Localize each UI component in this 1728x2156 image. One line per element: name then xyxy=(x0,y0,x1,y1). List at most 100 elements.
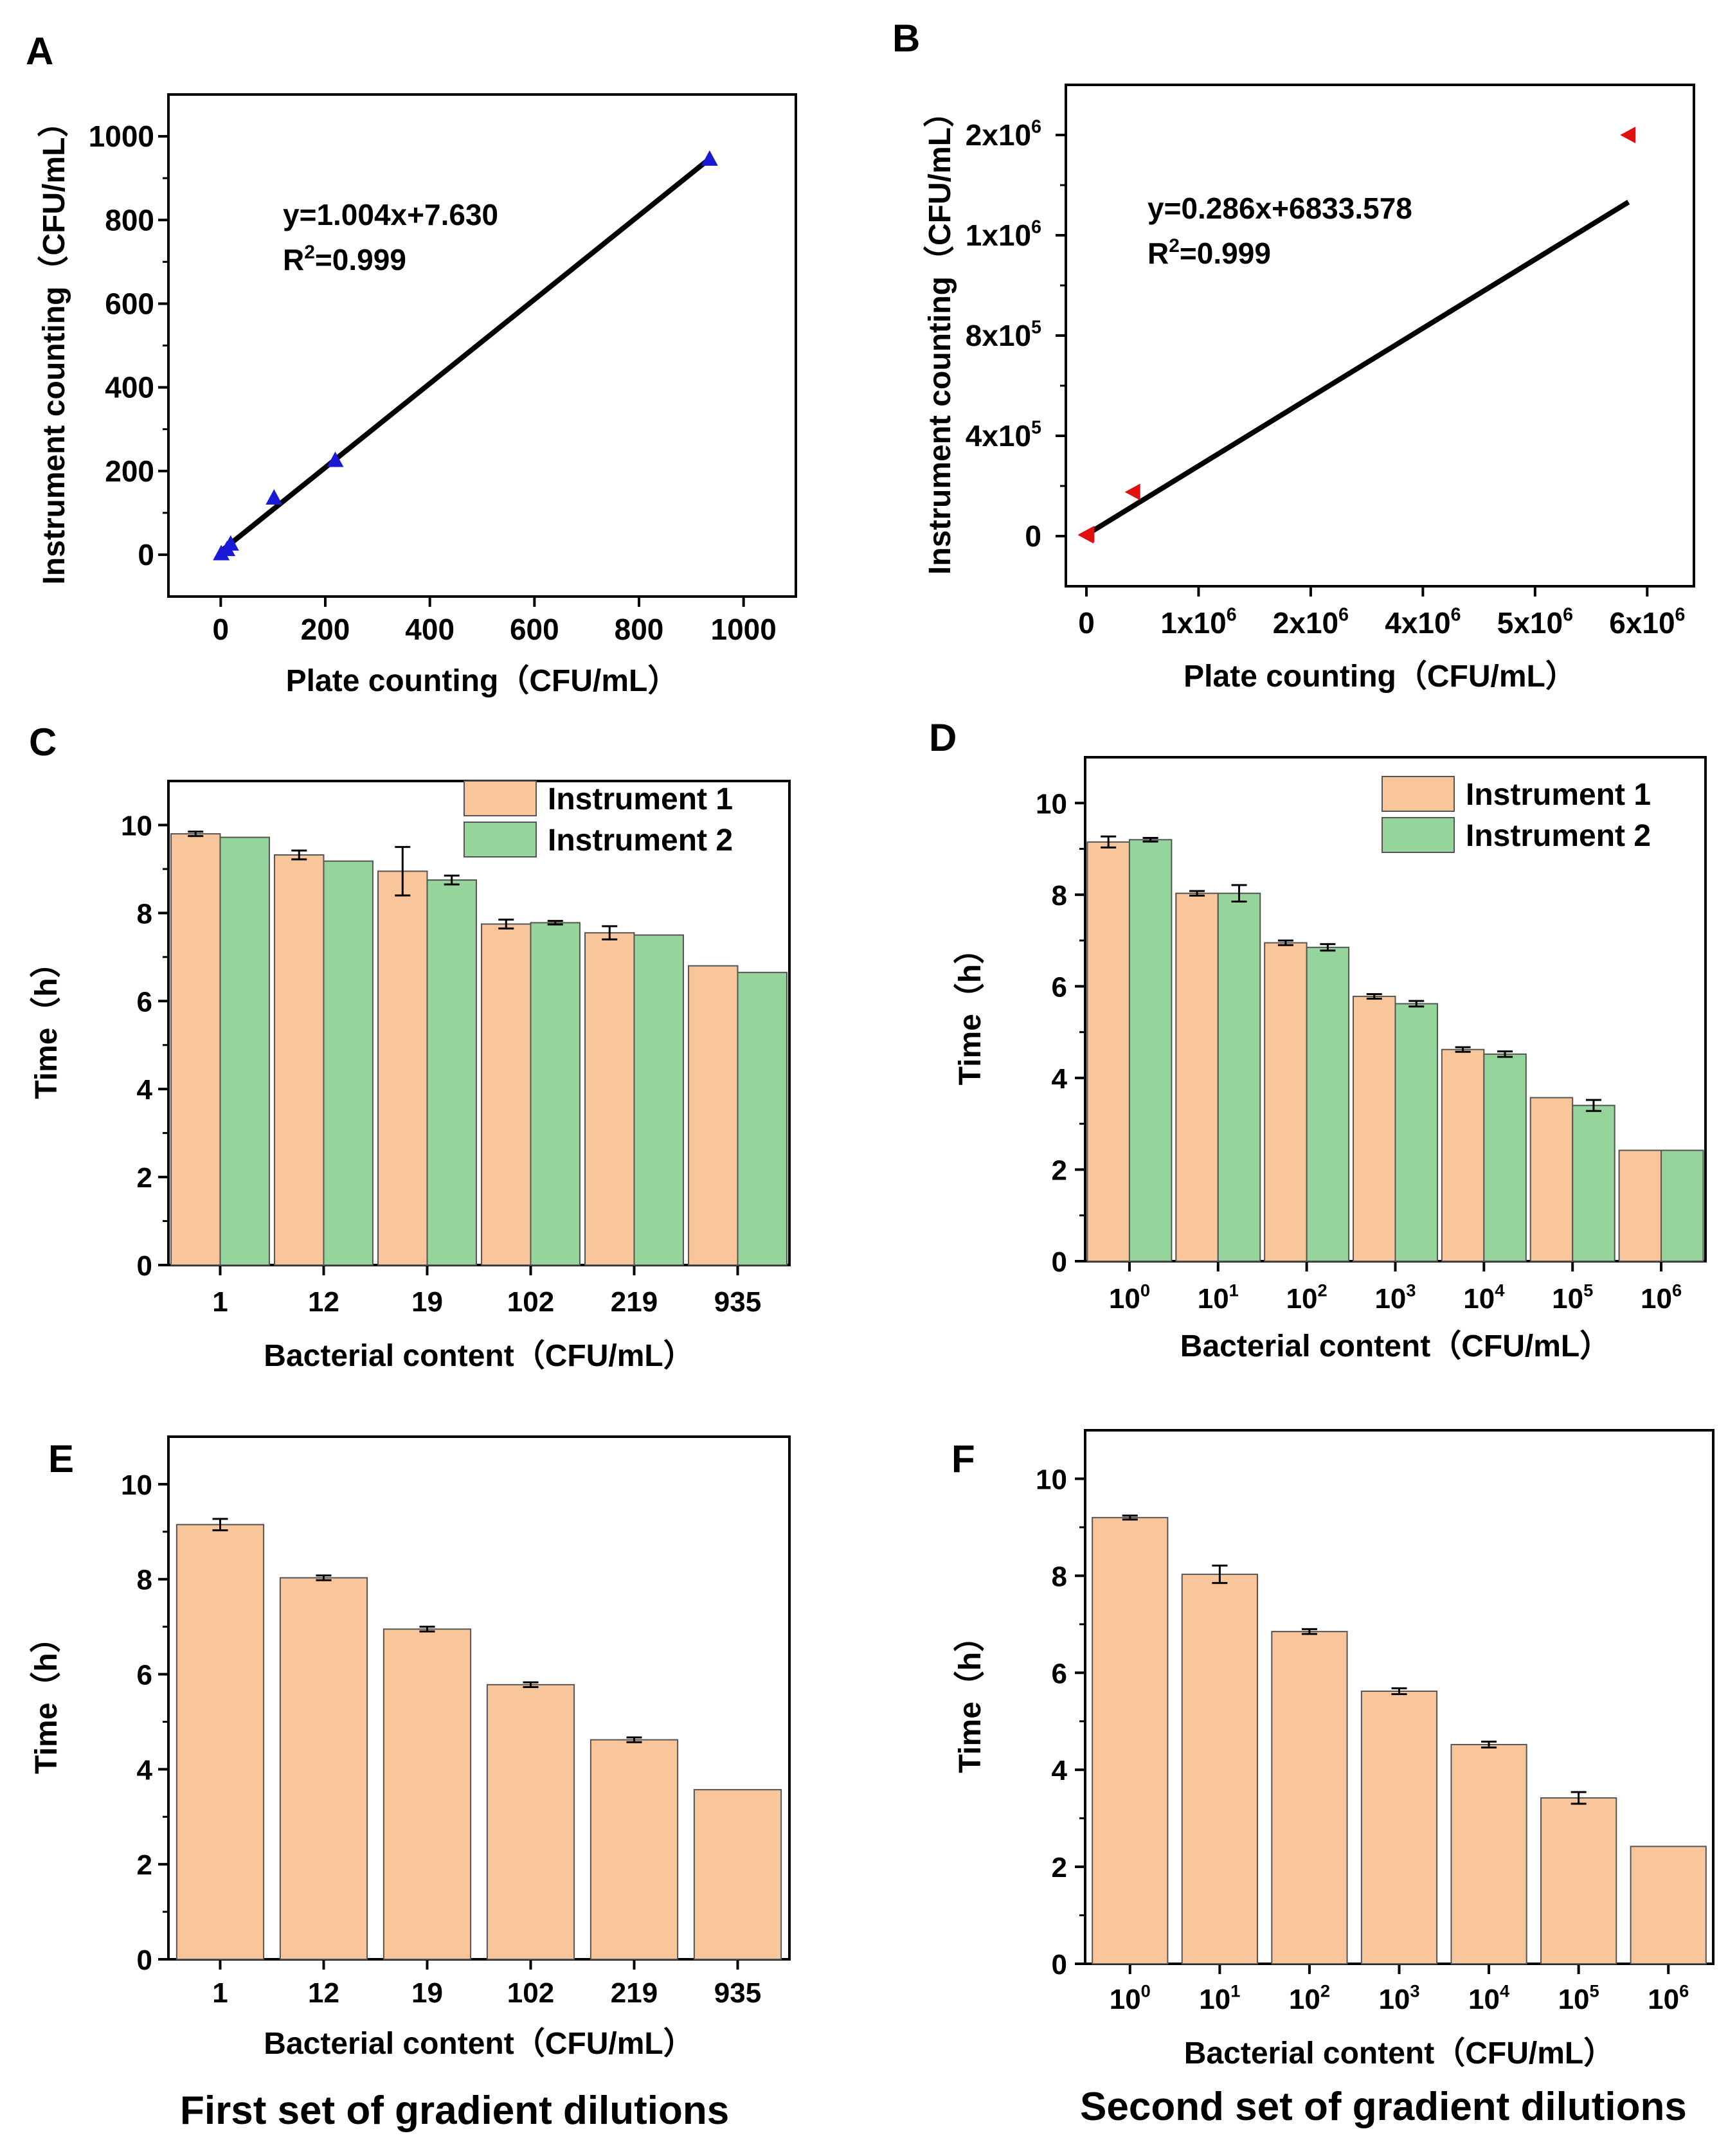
legend-swatch xyxy=(464,780,537,816)
y-tick-label: 600 xyxy=(105,287,154,320)
x-tick-label: 0 xyxy=(213,613,230,646)
x-tick-label: 1000 xyxy=(710,613,776,646)
x-tick-label: 1 xyxy=(212,1977,228,2009)
data-point xyxy=(222,535,239,551)
legend-swatch xyxy=(464,822,537,858)
y-tick-label: 0 xyxy=(1052,1949,1067,1981)
x-axis-label: Plate counting（CFU/mL） xyxy=(286,664,679,698)
x-tick-label: 935 xyxy=(714,1977,761,2009)
y-axis-label: Time（h） xyxy=(30,947,64,1099)
y-tick-label: 8 xyxy=(1052,880,1067,912)
legend-swatch xyxy=(1382,817,1455,853)
y-tick-label: 10 xyxy=(121,810,152,841)
y-tick-label: 4 xyxy=(137,1754,153,1786)
y-tick-label: 0 xyxy=(1025,519,1041,553)
r-squared-text: R2=0.999 xyxy=(283,242,406,276)
r-squared-text: R2=0.999 xyxy=(1148,235,1271,270)
x-tick-label: 104 xyxy=(1468,1981,1510,2015)
bar-instrument-1 xyxy=(1353,996,1396,1262)
equation-text: y=1.004x+7.630 xyxy=(283,198,498,231)
x-tick-label: 6x106 xyxy=(1609,605,1685,640)
x-axis-label: Bacterial content（CFU/mL） xyxy=(264,1339,694,1373)
x-tick-label: 101 xyxy=(1199,1981,1240,2015)
footer-left-caption: First set of gradient dilutions xyxy=(180,2089,730,2133)
panel-label-B: B xyxy=(892,17,920,60)
chart-F: F 0 2 4 6 8 10 100 101 102 103 104 105 106 Bacterial c… xyxy=(951,1429,1715,2071)
x-tick-label: 104 xyxy=(1463,1280,1505,1315)
bar-instrument-1 xyxy=(176,1523,265,1961)
data-point xyxy=(1124,483,1140,501)
x-tick-label: 106 xyxy=(1648,1981,1689,2015)
x-tick-label: 102 xyxy=(1289,1981,1330,2015)
y-tick-label: 200 xyxy=(105,454,154,488)
x-tick-label: 19 xyxy=(411,1286,443,1318)
x-axis-label: Bacterial content（CFU/mL） xyxy=(264,2027,694,2061)
bar-instrument-1 xyxy=(1618,1149,1662,1262)
x-tick-label: 2x106 xyxy=(1273,605,1349,640)
bar-instrument-1 xyxy=(693,1789,782,1960)
legend-swatch xyxy=(1382,776,1455,812)
bar-instrument-1 xyxy=(382,1628,472,1960)
y-tick-label: 1x106 xyxy=(966,217,1041,252)
data-point xyxy=(701,150,718,166)
bar-instrument-2 xyxy=(219,836,270,1266)
bar-instrument-2 xyxy=(1483,1053,1527,1262)
y-tick-label: 2 xyxy=(1052,1154,1067,1186)
x-tick-label: 101 xyxy=(1198,1280,1239,1315)
chart-B: B 0 1x106 2x106 4x106 5x106 6x106 0 4x105 8x105 1x… xyxy=(892,17,1695,694)
panel-label-C: C xyxy=(29,721,57,764)
x-tick-label: 0 xyxy=(1078,606,1095,640)
x-tick-label: 105 xyxy=(1552,1280,1593,1315)
data-point xyxy=(1620,127,1636,143)
y-tick-label: 4 xyxy=(137,1074,153,1106)
bar-instrument-1 xyxy=(1086,841,1130,1262)
y-tick-label: 6 xyxy=(1052,971,1067,1003)
x-tick-label: 106 xyxy=(1641,1280,1682,1315)
x-axis-label: Plate counting（CFU/mL） xyxy=(1184,660,1576,694)
x-tick-label: 800 xyxy=(615,613,664,646)
bar-instrument-2 xyxy=(1306,946,1350,1262)
y-tick-label: 0 xyxy=(1052,1246,1067,1278)
chart-C: C 0 2 4 6 8 10 1 12 19 102 219 935 Instrument 1 Instru… xyxy=(29,721,791,1373)
y-axis-label: Instrument counting（CFU/mL） xyxy=(37,107,71,585)
x-tick-label: 935 xyxy=(714,1286,761,1318)
chart-A: A 0 200 400 600 800 1000 0 200 400 600 800 1000 y=1.0… xyxy=(26,30,797,698)
bar-instrument-1 xyxy=(1529,1097,1574,1262)
bar-instrument-2 xyxy=(633,934,684,1266)
y-tick-label: 6 xyxy=(137,1660,152,1691)
bar-instrument-1 xyxy=(1264,942,1308,1262)
y-tick-label: 4x105 xyxy=(966,418,1041,453)
x-tick-label: 1 xyxy=(212,1286,228,1318)
x-tick-label: 102 xyxy=(1286,1280,1328,1315)
bar-instrument-2 xyxy=(530,922,580,1266)
x-axis-label: Bacterial content（CFU/mL） xyxy=(1180,1329,1610,1363)
panel-label-F: F xyxy=(951,1437,975,1480)
bar-instrument-2 xyxy=(426,879,477,1266)
x-tick-label: 105 xyxy=(1558,1981,1599,2015)
x-tick-label: 600 xyxy=(510,613,559,646)
x-tick-label: 200 xyxy=(301,613,350,646)
x-tick-label: 5x106 xyxy=(1497,605,1573,640)
y-tick-label: 6 xyxy=(1052,1658,1067,1689)
x-tick-label: 219 xyxy=(611,1977,658,2009)
data-point xyxy=(327,451,344,467)
bar-instrument-2 xyxy=(1394,1003,1438,1262)
x-tick-label: 102 xyxy=(507,1286,554,1318)
y-tick-label: 10 xyxy=(1036,1464,1067,1495)
bar-instrument-1 xyxy=(170,833,221,1266)
x-tick-label: 400 xyxy=(405,613,455,646)
y-tick-label: 800 xyxy=(105,203,154,237)
y-tick-label: 2 xyxy=(1052,1852,1067,1883)
y-tick-label: 400 xyxy=(105,371,154,404)
bar-instrument-1 xyxy=(1271,1631,1348,1965)
bar-instrument-1 xyxy=(279,1577,368,1960)
x-tick-label: 100 xyxy=(1110,1981,1151,2015)
x-axis-label: Bacterial content（CFU/mL） xyxy=(1184,2036,1614,2071)
x-tick-label: 12 xyxy=(308,1977,339,2009)
x-tick-label: 4x106 xyxy=(1385,605,1461,640)
x-tick-label: 103 xyxy=(1378,1981,1419,2015)
bar-instrument-1 xyxy=(1441,1048,1485,1262)
bar-instrument-1 xyxy=(590,1739,679,1961)
bar-instrument-2 xyxy=(737,971,788,1266)
